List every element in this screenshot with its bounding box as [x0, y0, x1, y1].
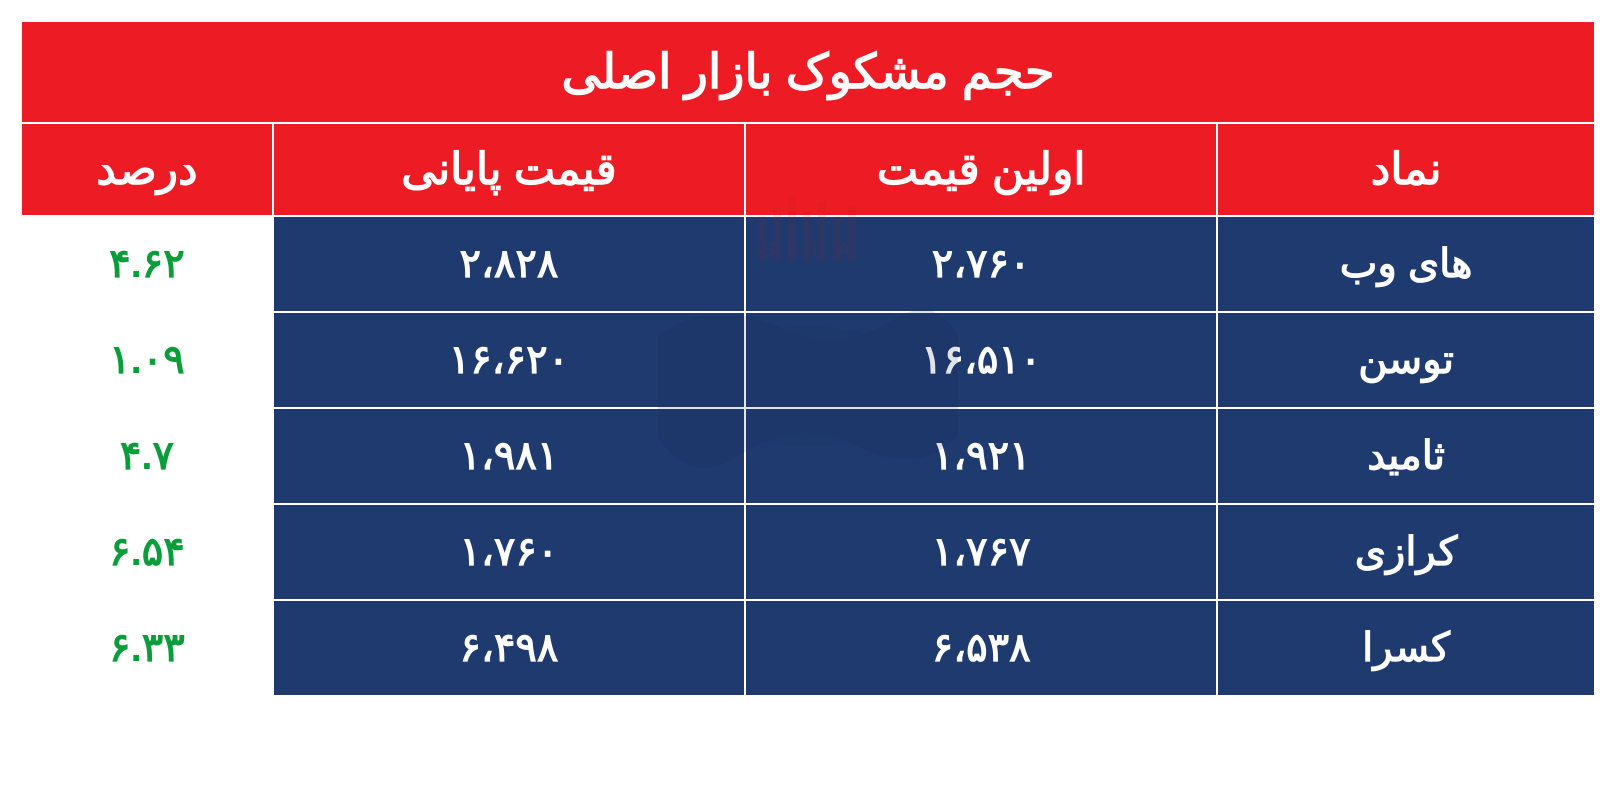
market-table-container: S E D A حجم مشکوک بازار اصلی نماد اولین …	[20, 20, 1596, 697]
table-row: توسن ۱۶،۵۱۰ ۱۶،۶۲۰ ۱.۰۹	[21, 312, 1595, 408]
header-symbol: نماد	[1217, 123, 1595, 216]
cell-final-price: ۱۶،۶۲۰	[273, 312, 745, 408]
cell-percent: ۱.۰۹	[21, 312, 273, 408]
header-final-price: قیمت پایانی	[273, 123, 745, 216]
cell-first-price: ۶،۵۳۸	[745, 600, 1217, 696]
header-first-price: اولین قیمت	[745, 123, 1217, 216]
cell-first-price: ۱،۹۲۱	[745, 408, 1217, 504]
cell-final-price: ۱،۷۶۰	[273, 504, 745, 600]
cell-symbol: ثامید	[1217, 408, 1595, 504]
market-table: حجم مشکوک بازار اصلی نماد اولین قیمت قیم…	[20, 20, 1596, 697]
table-row: کرازی ۱،۷۶۷ ۱،۷۶۰ ۶.۵۴	[21, 504, 1595, 600]
cell-final-price: ۲،۸۲۸	[273, 216, 745, 312]
cell-symbol: توسن	[1217, 312, 1595, 408]
table-title-row: حجم مشکوک بازار اصلی	[21, 21, 1595, 123]
table-title: حجم مشکوک بازار اصلی	[21, 21, 1595, 123]
cell-percent: ۶.۵۴	[21, 504, 273, 600]
cell-first-price: ۱۶،۵۱۰	[745, 312, 1217, 408]
cell-symbol: های وب	[1217, 216, 1595, 312]
cell-first-price: ۱،۷۶۷	[745, 504, 1217, 600]
cell-first-price: ۲،۷۶۰	[745, 216, 1217, 312]
cell-percent: ۶.۳۳	[21, 600, 273, 696]
cell-percent: ۴.۷	[21, 408, 273, 504]
table-row: کسرا ۶،۵۳۸ ۶،۴۹۸ ۶.۳۳	[21, 600, 1595, 696]
table-row: های وب ۲،۷۶۰ ۲،۸۲۸ ۴.۶۲	[21, 216, 1595, 312]
cell-percent: ۴.۶۲	[21, 216, 273, 312]
cell-symbol: کرازی	[1217, 504, 1595, 600]
cell-final-price: ۶،۴۹۸	[273, 600, 745, 696]
table-row: ثامید ۱،۹۲۱ ۱،۹۸۱ ۴.۷	[21, 408, 1595, 504]
cell-symbol: کسرا	[1217, 600, 1595, 696]
table-header-row: نماد اولین قیمت قیمت پایانی درصد	[21, 123, 1595, 216]
header-percent: درصد	[21, 123, 273, 216]
cell-final-price: ۱،۹۸۱	[273, 408, 745, 504]
